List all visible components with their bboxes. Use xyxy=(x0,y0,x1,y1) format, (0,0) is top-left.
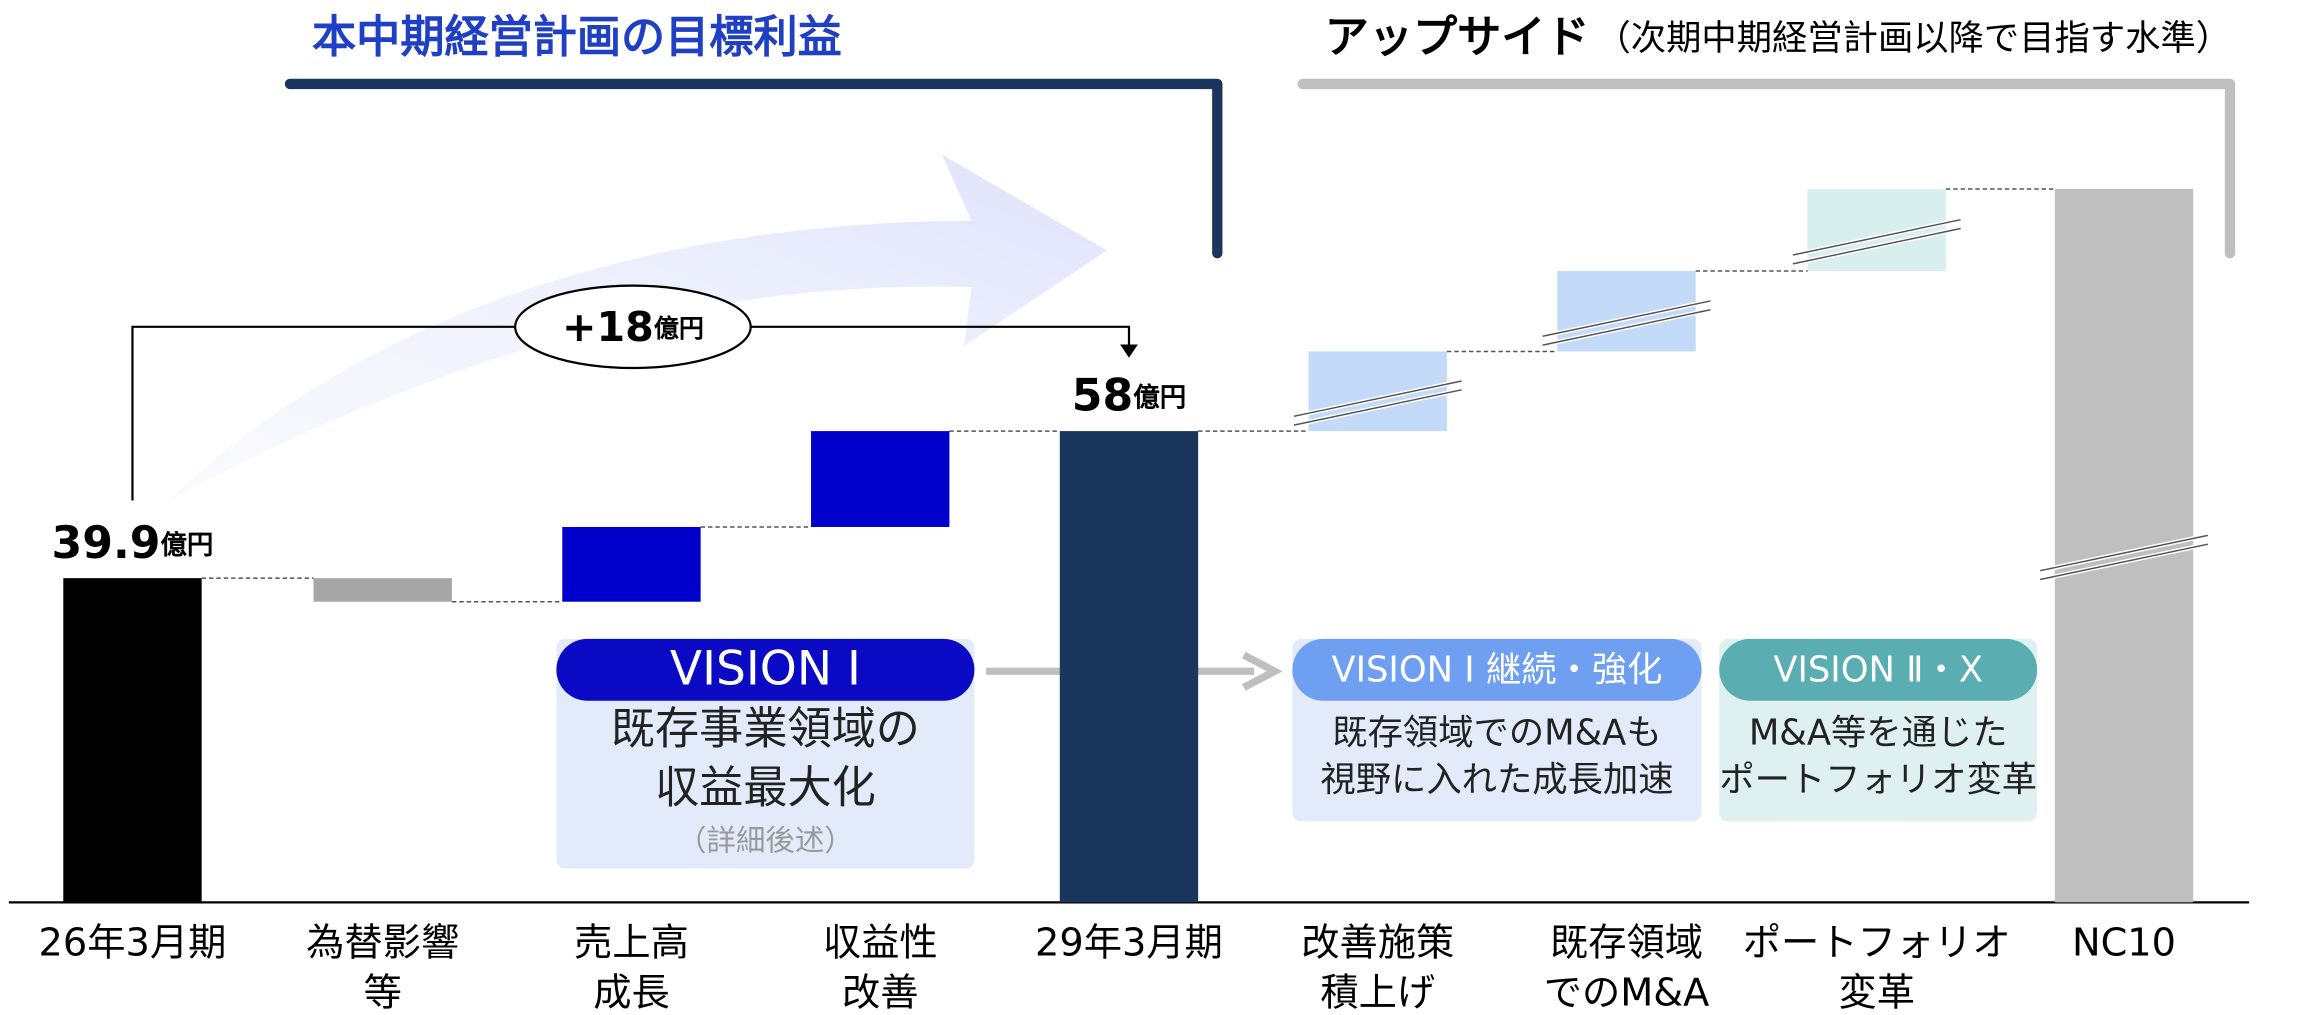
growth-arrow xyxy=(169,154,1107,501)
growth-unit: 億円 xyxy=(654,314,704,343)
vision-header xyxy=(1292,638,1702,701)
value-label: 39.9億円 xyxy=(52,518,214,569)
vision-line: 既存事業領域の xyxy=(611,704,920,755)
vision-line: M&A等を通じた xyxy=(1749,713,2008,754)
x-tick-label: 26年3月期 xyxy=(39,921,227,966)
x-tick-label: 為替影響 xyxy=(306,921,459,966)
bar xyxy=(63,578,202,903)
vision-line: 収益最大化 xyxy=(655,762,876,813)
bar xyxy=(562,526,701,602)
x-tick-label: 既存領域 xyxy=(1550,921,1703,966)
vision-line: 既存領域でのM&Aも xyxy=(1332,713,1661,754)
break-mark xyxy=(1792,218,1961,256)
value-label-number: 58 xyxy=(1072,371,1133,422)
break-mark xyxy=(2039,543,2209,581)
vision-header xyxy=(1719,638,2038,701)
x-tick-label: 売上高 xyxy=(574,921,689,966)
vision-arrowhead xyxy=(1242,651,1283,691)
vision-title: VISION Ⅱ・Ⅹ xyxy=(1773,649,1983,690)
break-mark xyxy=(1293,380,1462,418)
break-mark xyxy=(1293,389,1462,426)
bar xyxy=(1059,431,1199,903)
bar xyxy=(2054,188,2194,903)
x-tick-label: ポートフォリオ xyxy=(1743,921,2011,966)
x-tick-label: 変革 xyxy=(1838,971,1915,1015)
vision-note: （詳細後述） xyxy=(677,823,854,857)
x-tick-label: でのM&A xyxy=(1544,971,1710,1015)
break-mark xyxy=(2039,534,2209,572)
x-tick-label: NC10 xyxy=(2072,921,2176,966)
growth-line xyxy=(750,325,1131,348)
upside-title: アップサイド （次期中期経営計画以降で目指す水準） xyxy=(1325,12,2231,63)
break-mark xyxy=(1542,309,1711,346)
vision-header xyxy=(556,638,975,701)
x-tick-label: 積上げ xyxy=(1320,971,1435,1015)
x-tick-label: 改善 xyxy=(842,971,919,1015)
value-label: 58億円 xyxy=(1072,371,1186,422)
value-label-number: 39.9 xyxy=(52,518,161,569)
vision-line: ポートフォリオ変革 xyxy=(1719,760,2037,801)
growth-ellipse xyxy=(514,284,752,370)
growth-value: +18 xyxy=(562,303,654,351)
vision-title: VISION Ⅰ 継続・強化 xyxy=(1331,649,1662,690)
growth-line xyxy=(131,325,516,501)
x-tick-label: 改善施策 xyxy=(1301,921,1454,966)
x-tick-label: 成長 xyxy=(593,971,670,1015)
value-label-unit: 億円 xyxy=(160,529,213,560)
chart-title: 本中期経営計画の目標利益 xyxy=(312,12,842,63)
break-mark xyxy=(1792,227,1961,265)
upside-subtitle: （次期中期経営計画以降で目指す水準） xyxy=(1595,18,2231,59)
x-tick-label: 等 xyxy=(364,971,402,1015)
bar xyxy=(313,578,452,602)
growth-arrowhead xyxy=(1120,344,1138,358)
x-tick-label: 29年3月期 xyxy=(1035,921,1223,966)
vision-line: 視野に入れた成長加速 xyxy=(1320,760,1673,801)
bar xyxy=(811,431,950,527)
vision-title: VISION Ⅰ xyxy=(670,641,861,696)
plan-bracket xyxy=(284,78,1223,259)
upside-title-main: アップサイド xyxy=(1325,12,1590,63)
break-mark xyxy=(1542,300,1711,337)
bar xyxy=(1807,188,1946,272)
x-tick-label: 収益性 xyxy=(823,921,938,966)
growth-annotation: +18億円 xyxy=(562,303,704,351)
value-label-unit: 億円 xyxy=(1133,382,1186,413)
upside-bracket xyxy=(1297,78,2236,259)
